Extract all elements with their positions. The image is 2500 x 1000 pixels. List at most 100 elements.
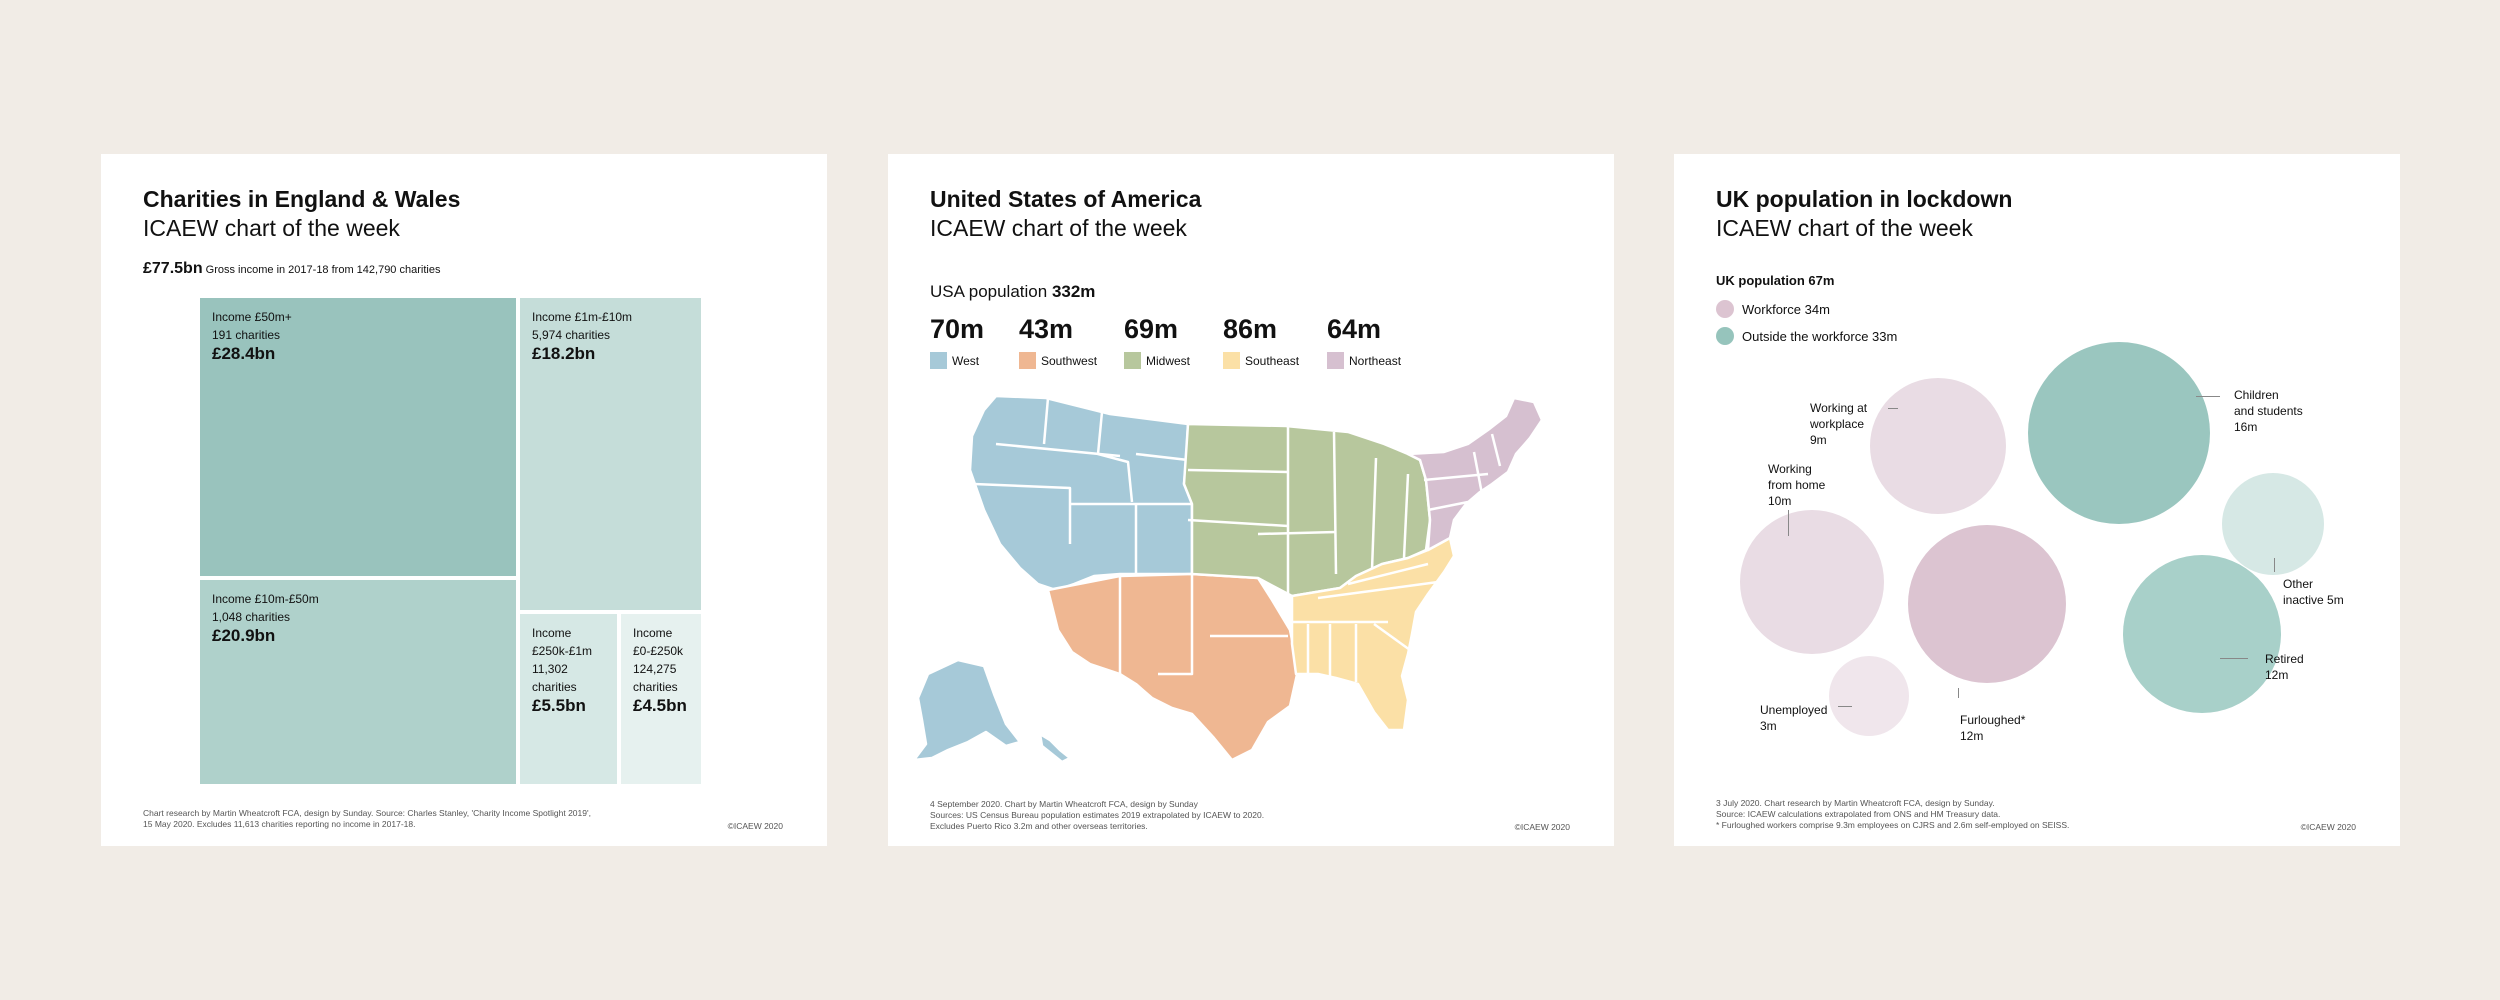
footer-line: * Furloughed workers comprise 9.3m emplo… bbox=[1716, 820, 2070, 830]
label-line: Working at bbox=[1810, 401, 1868, 415]
legend-workforce: Workforce 34m bbox=[1716, 300, 1830, 318]
footer-line: 3 July 2020. Chart research by Martin Wh… bbox=[1716, 798, 1995, 808]
legend-label: Workforce 34m bbox=[1742, 301, 1830, 317]
label-line: 9m bbox=[1810, 433, 1827, 447]
legend-southeast: Southeast bbox=[1223, 352, 1299, 369]
legend-label: Southeast bbox=[1245, 353, 1300, 368]
region-west-hawaii bbox=[1038, 732, 1072, 764]
cell-value: £5.5bn bbox=[532, 696, 586, 715]
cell-value: £20.9bn bbox=[212, 626, 276, 645]
bubble-chart bbox=[1740, 342, 2324, 736]
copyright: ©ICAEW 2020 bbox=[1514, 822, 1570, 832]
label-line: inactive 5m bbox=[2283, 593, 2344, 607]
footer-line: 15 May 2020. Excludes 11,613 charities r… bbox=[143, 819, 416, 829]
label-line: 16m bbox=[2234, 420, 2258, 434]
label-furloughed: Furloughed* 12m bbox=[1960, 712, 2025, 744]
label-line: 12m bbox=[1960, 729, 1984, 743]
label-line: workplace bbox=[1810, 417, 1865, 431]
region-west bbox=[968, 394, 1194, 592]
legend-midwest: Midwest bbox=[1124, 352, 1190, 369]
label-unemployed: Unemployed 3m bbox=[1760, 702, 1827, 734]
cell-value: £28.4bn bbox=[212, 344, 276, 363]
leader-line bbox=[2196, 396, 2220, 397]
chart-title: United States of America bbox=[930, 186, 1202, 212]
label-line: Children bbox=[2234, 388, 2279, 402]
copyright: ©ICAEW 2020 bbox=[2300, 822, 2356, 832]
cell-value: £4.5bn bbox=[633, 696, 687, 715]
cell-count: 191 charities bbox=[212, 328, 281, 342]
treemap-cell-1m-10m: Income £1m-£10m 5,974 charities £18.2bn bbox=[518, 296, 703, 612]
chart-subtitle: ICAEW chart of the week bbox=[143, 215, 400, 241]
legend-label: Midwest bbox=[1146, 353, 1191, 368]
leader-line bbox=[1958, 688, 1959, 698]
treemap-cell-50m: Income £50m+ 191 charities £28.4bn bbox=[198, 296, 518, 578]
cell-count: 11,302 charities bbox=[532, 662, 577, 694]
usa-card: United States of America ICAEW chart of … bbox=[888, 154, 1614, 846]
chart-title: Charities in England & Wales bbox=[143, 186, 461, 212]
swatch bbox=[1223, 352, 1240, 369]
label-line: Other bbox=[2283, 577, 2314, 591]
label-other-inactive: Other inactive 5m bbox=[2283, 576, 2344, 608]
bubble-working-from-home bbox=[1740, 510, 1884, 654]
region-value-midwest: 69m bbox=[1124, 314, 1179, 344]
leader-line bbox=[1888, 408, 1898, 409]
label-working-at-workplace: Working at workplace 9m bbox=[1810, 400, 1867, 448]
uk-card: UK population in lockdown ICAEW chart of… bbox=[1674, 154, 2400, 846]
legend-dot bbox=[1716, 300, 1734, 318]
legend-southwest: Southwest bbox=[1019, 352, 1097, 369]
footer-note: 4 September 2020. Chart by Martin Wheatc… bbox=[930, 799, 1264, 832]
region-value-southwest: 43m bbox=[1019, 314, 1074, 344]
region-value-northeast: 64m bbox=[1327, 314, 1382, 344]
treemap-cell-250k-1m: Income £250k-£1m 11,302 charities £5.5bn bbox=[518, 612, 619, 786]
footer-line: Source: ICAEW calculations extrapolated … bbox=[1716, 809, 2001, 819]
usa-map bbox=[912, 394, 1544, 764]
footer-line: Excludes Puerto Rico 3.2m and other over… bbox=[930, 821, 1148, 831]
swatch bbox=[1327, 352, 1344, 369]
label-line: 10m bbox=[1768, 494, 1792, 508]
label-line: and students bbox=[2234, 404, 2303, 418]
leader-line bbox=[1788, 510, 1789, 536]
cell-label: Income £10m-£50m bbox=[212, 592, 319, 606]
legend-label: Northeast bbox=[1349, 353, 1402, 368]
leader-line bbox=[2274, 558, 2275, 572]
cell-label: Income £250k-£1m bbox=[532, 626, 593, 658]
bubble-retired bbox=[2123, 555, 2281, 713]
bubble-working-at-workplace bbox=[1870, 378, 2006, 514]
swatch bbox=[1124, 352, 1141, 369]
label-line: 12m bbox=[2265, 668, 2289, 682]
legend-label: Outside the workforce 33m bbox=[1742, 328, 1898, 344]
headline-text: Gross income in 2017-18 from 142,790 cha… bbox=[205, 264, 441, 276]
label-children-students: Children and students 16m bbox=[2234, 387, 2303, 435]
leader-line bbox=[1838, 706, 1852, 707]
region-west-alaska bbox=[912, 658, 1022, 762]
cell-label: Income £0-£250k bbox=[633, 626, 684, 658]
footer-line: Chart research by Martin Wheatcroft FCA,… bbox=[143, 808, 591, 818]
region-southwest bbox=[1046, 572, 1300, 762]
label-line: Retired bbox=[2265, 652, 2304, 666]
chart-subtitle: ICAEW chart of the week bbox=[930, 215, 1187, 241]
legend-label: Southwest bbox=[1041, 353, 1098, 368]
chart-subtitle: ICAEW chart of the week bbox=[1716, 215, 1973, 241]
copyright: ©ICAEW 2020 bbox=[727, 821, 783, 831]
charities-card: Charities in England & Wales ICAEW chart… bbox=[101, 154, 827, 846]
treemap-cell-0-250k: Income £0-£250k 124,275 charities £4.5bn bbox=[619, 612, 703, 786]
label-line: Furloughed* bbox=[1960, 713, 2026, 727]
bubble-other-inactive bbox=[2222, 473, 2324, 575]
legend-dot bbox=[1716, 327, 1734, 345]
legend-outside: Outside the workforce 33m bbox=[1716, 327, 1897, 345]
cell-count: 124,275 charities bbox=[633, 662, 678, 694]
footer-note: 3 July 2020. Chart research by Martin Wh… bbox=[1716, 798, 2069, 831]
bubble-children-students bbox=[2028, 342, 2210, 524]
swatch bbox=[1019, 352, 1036, 369]
label-line: Working bbox=[1768, 462, 1812, 476]
label-line: 3m bbox=[1760, 719, 1777, 733]
legend-label: West bbox=[952, 353, 980, 368]
legend-west: West bbox=[930, 352, 979, 369]
population-label: UK population 67m bbox=[1716, 273, 1835, 288]
footer-line: 4 September 2020. Chart by Martin Wheatc… bbox=[930, 799, 1198, 809]
treemap-cell-10m-50m: Income £10m-£50m 1,048 charities £20.9bn bbox=[198, 578, 518, 786]
label-working-from-home: Working from home 10m bbox=[1768, 461, 1825, 509]
cell-label: Income £1m-£10m bbox=[532, 310, 633, 324]
swatch bbox=[930, 352, 947, 369]
region-value-southeast: 86m bbox=[1223, 314, 1278, 344]
